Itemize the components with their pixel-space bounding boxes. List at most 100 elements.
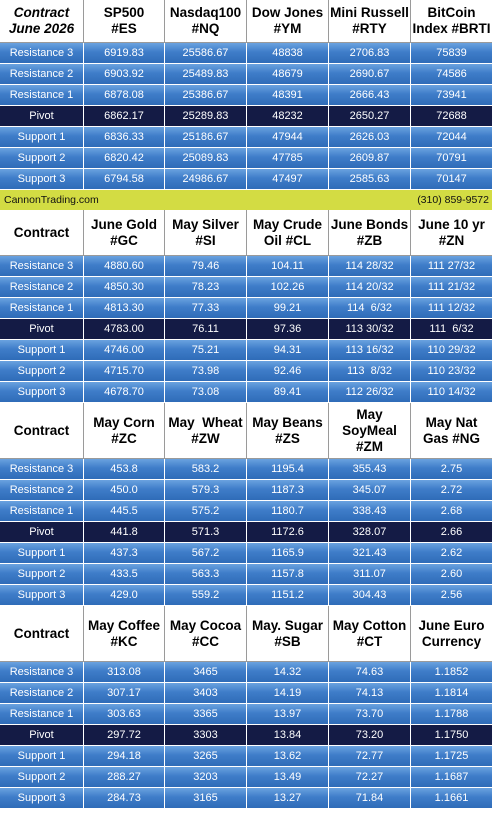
table-cell: 74586 [411,64,492,85]
row-label: Resistance 3 [0,459,84,480]
column-header-line: May Beans [252,414,323,430]
column-header: May SoyMeal #ZM [329,403,411,459]
column-header: Dow Jones #YM [247,0,329,43]
table-cell: 2609.87 [329,148,411,169]
table-cell: 2.68 [411,501,492,522]
column-header: Nasdaq100 #NQ [165,0,247,43]
row-label: Resistance 1 [0,501,84,522]
table-cell: 1.1725 [411,746,492,767]
row-label: Pivot [0,725,84,746]
table-cell: 2.75 [411,459,492,480]
table-row: Support 1 437.3 567.2 1165.9 321.43 2.62 [0,543,492,564]
table-cell: 13.27 [247,788,329,809]
table-cell: 48232 [247,106,329,127]
table-cell: 1195.4 [247,459,329,480]
table-cell: 72688 [411,106,492,127]
table-cell: 70147 [411,169,492,190]
table-cell: 111 12/32 [411,298,492,319]
table-cell: 111 27/32 [411,256,492,277]
table-cell: 1187.3 [247,480,329,501]
table-cell: 6862.17 [84,106,165,127]
table-cell: 48391 [247,85,329,106]
column-header-line: #KC [110,633,138,649]
column-header-line: #ZS [275,430,300,446]
table-cell: 13.97 [247,704,329,725]
contract-header: Contract [0,210,84,256]
row-label: Resistance 3 [0,256,84,277]
table-cell: 3403 [165,683,247,704]
table-cell: 14.19 [247,683,329,704]
column-header-line: Gas #NG [422,430,481,446]
column-header-line: May Cocoa [169,617,242,633]
table-cell: 14.32 [247,662,329,683]
table-row: Pivot 4783.00 76.11 97.36 113 30/32 111 6/32 [0,319,492,340]
column-header-line: BitCoin [427,5,476,20]
table-cell: 73.70 [329,704,411,725]
table-cell: 13.62 [247,746,329,767]
table-row: Resistance 1 303.63 3365 13.97 73.70 1.1788 [0,704,492,725]
table-cell: 4880.60 [84,256,165,277]
website-link[interactable]: CannonTrading.com [4,194,99,206]
table-cell: 6919.83 [84,43,165,64]
column-header-line: May [356,406,383,422]
table-cell: 284.73 [84,788,165,809]
section-header: Contract June 2026 SP500 #ES Nasdaq100 #… [0,0,492,43]
table-row: Support 2 288.27 3203 13.49 72.27 1.1687 [0,767,492,788]
column-header-line: May Coffee [87,617,160,633]
column-header-line: Oil #CL [263,232,312,248]
table-row: Resistance 1 6878.08 25386.67 48391 2666.43 7… [0,85,492,106]
column-header-line: May Wheat [168,414,243,430]
table-cell: 2.66 [411,522,492,543]
column-header-line: Nasdaq100 [169,5,242,20]
table-cell: 13.49 [247,767,329,788]
table-cell: 113 16/32 [329,340,411,361]
row-label: Resistance 3 [0,43,84,64]
table-cell: 4783.00 [84,319,165,340]
table-cell: 1.1814 [411,683,492,704]
table-cell: 4715.70 [84,361,165,382]
section-rows: Resistance 3 6919.83 25586.67 48838 2706.83 7… [0,43,492,190]
contract-header-line: Contract [13,5,70,20]
table-row: Resistance 2 6903.92 25489.83 48679 2690.67 7… [0,64,492,85]
table-cell: 78.23 [165,277,247,298]
table-cell: 104.11 [247,256,329,277]
column-header-line: May Cotton [332,617,407,633]
table-cell: 113 30/32 [329,319,411,340]
table-row: Resistance 3 313.08 3465 14.32 74.63 1.1852 [0,662,492,683]
table-cell: 114 6/32 [329,298,411,319]
table-cell: 4813.30 [84,298,165,319]
column-header: BitCoin Index #BRTI [411,0,492,43]
column-header-line: Index #BRTI [412,21,491,36]
table-cell: 3265 [165,746,247,767]
column-header-line: SP500 [103,5,145,20]
table-cell: 48679 [247,64,329,85]
contract-header-line: Contract [13,224,70,240]
table-cell: 4678.70 [84,382,165,403]
column-header: May. Sugar #SB [247,606,329,662]
column-header: May Crude Oil #CL [247,210,329,256]
column-header: May Nat Gas #NG [411,403,492,459]
table-cell: 338.43 [329,501,411,522]
table-row: Support 3 6794.58 24986.67 47497 2585.63 7014… [0,169,492,190]
table-row: Support 2 433.5 563.3 1157.8 311.07 2.60 [0,564,492,585]
table-cell: 73.20 [329,725,411,746]
table-cell: 450.0 [84,480,165,501]
column-header: June Gold #GC [84,210,165,256]
row-label: Resistance 2 [0,277,84,298]
row-label: Support 3 [0,585,84,606]
table-cell: 24986.67 [165,169,247,190]
table-row: Pivot 441.8 571.3 1172.6 328.07 2.66 [0,522,492,543]
table-cell: 25386.67 [165,85,247,106]
table-cell: 1.1852 [411,662,492,683]
table-cell: 2.72 [411,480,492,501]
table-cell: 3465 [165,662,247,683]
table-cell: 429.0 [84,585,165,606]
table-cell: 2650.27 [329,106,411,127]
table-cell: 297.72 [84,725,165,746]
table-cell: 1.1750 [411,725,492,746]
table-cell: 72.77 [329,746,411,767]
table-row: Resistance 2 307.17 3403 14.19 74.13 1.1814 [0,683,492,704]
table-cell: 47785 [247,148,329,169]
table-cell: 25586.67 [165,43,247,64]
table-cell: 73.98 [165,361,247,382]
